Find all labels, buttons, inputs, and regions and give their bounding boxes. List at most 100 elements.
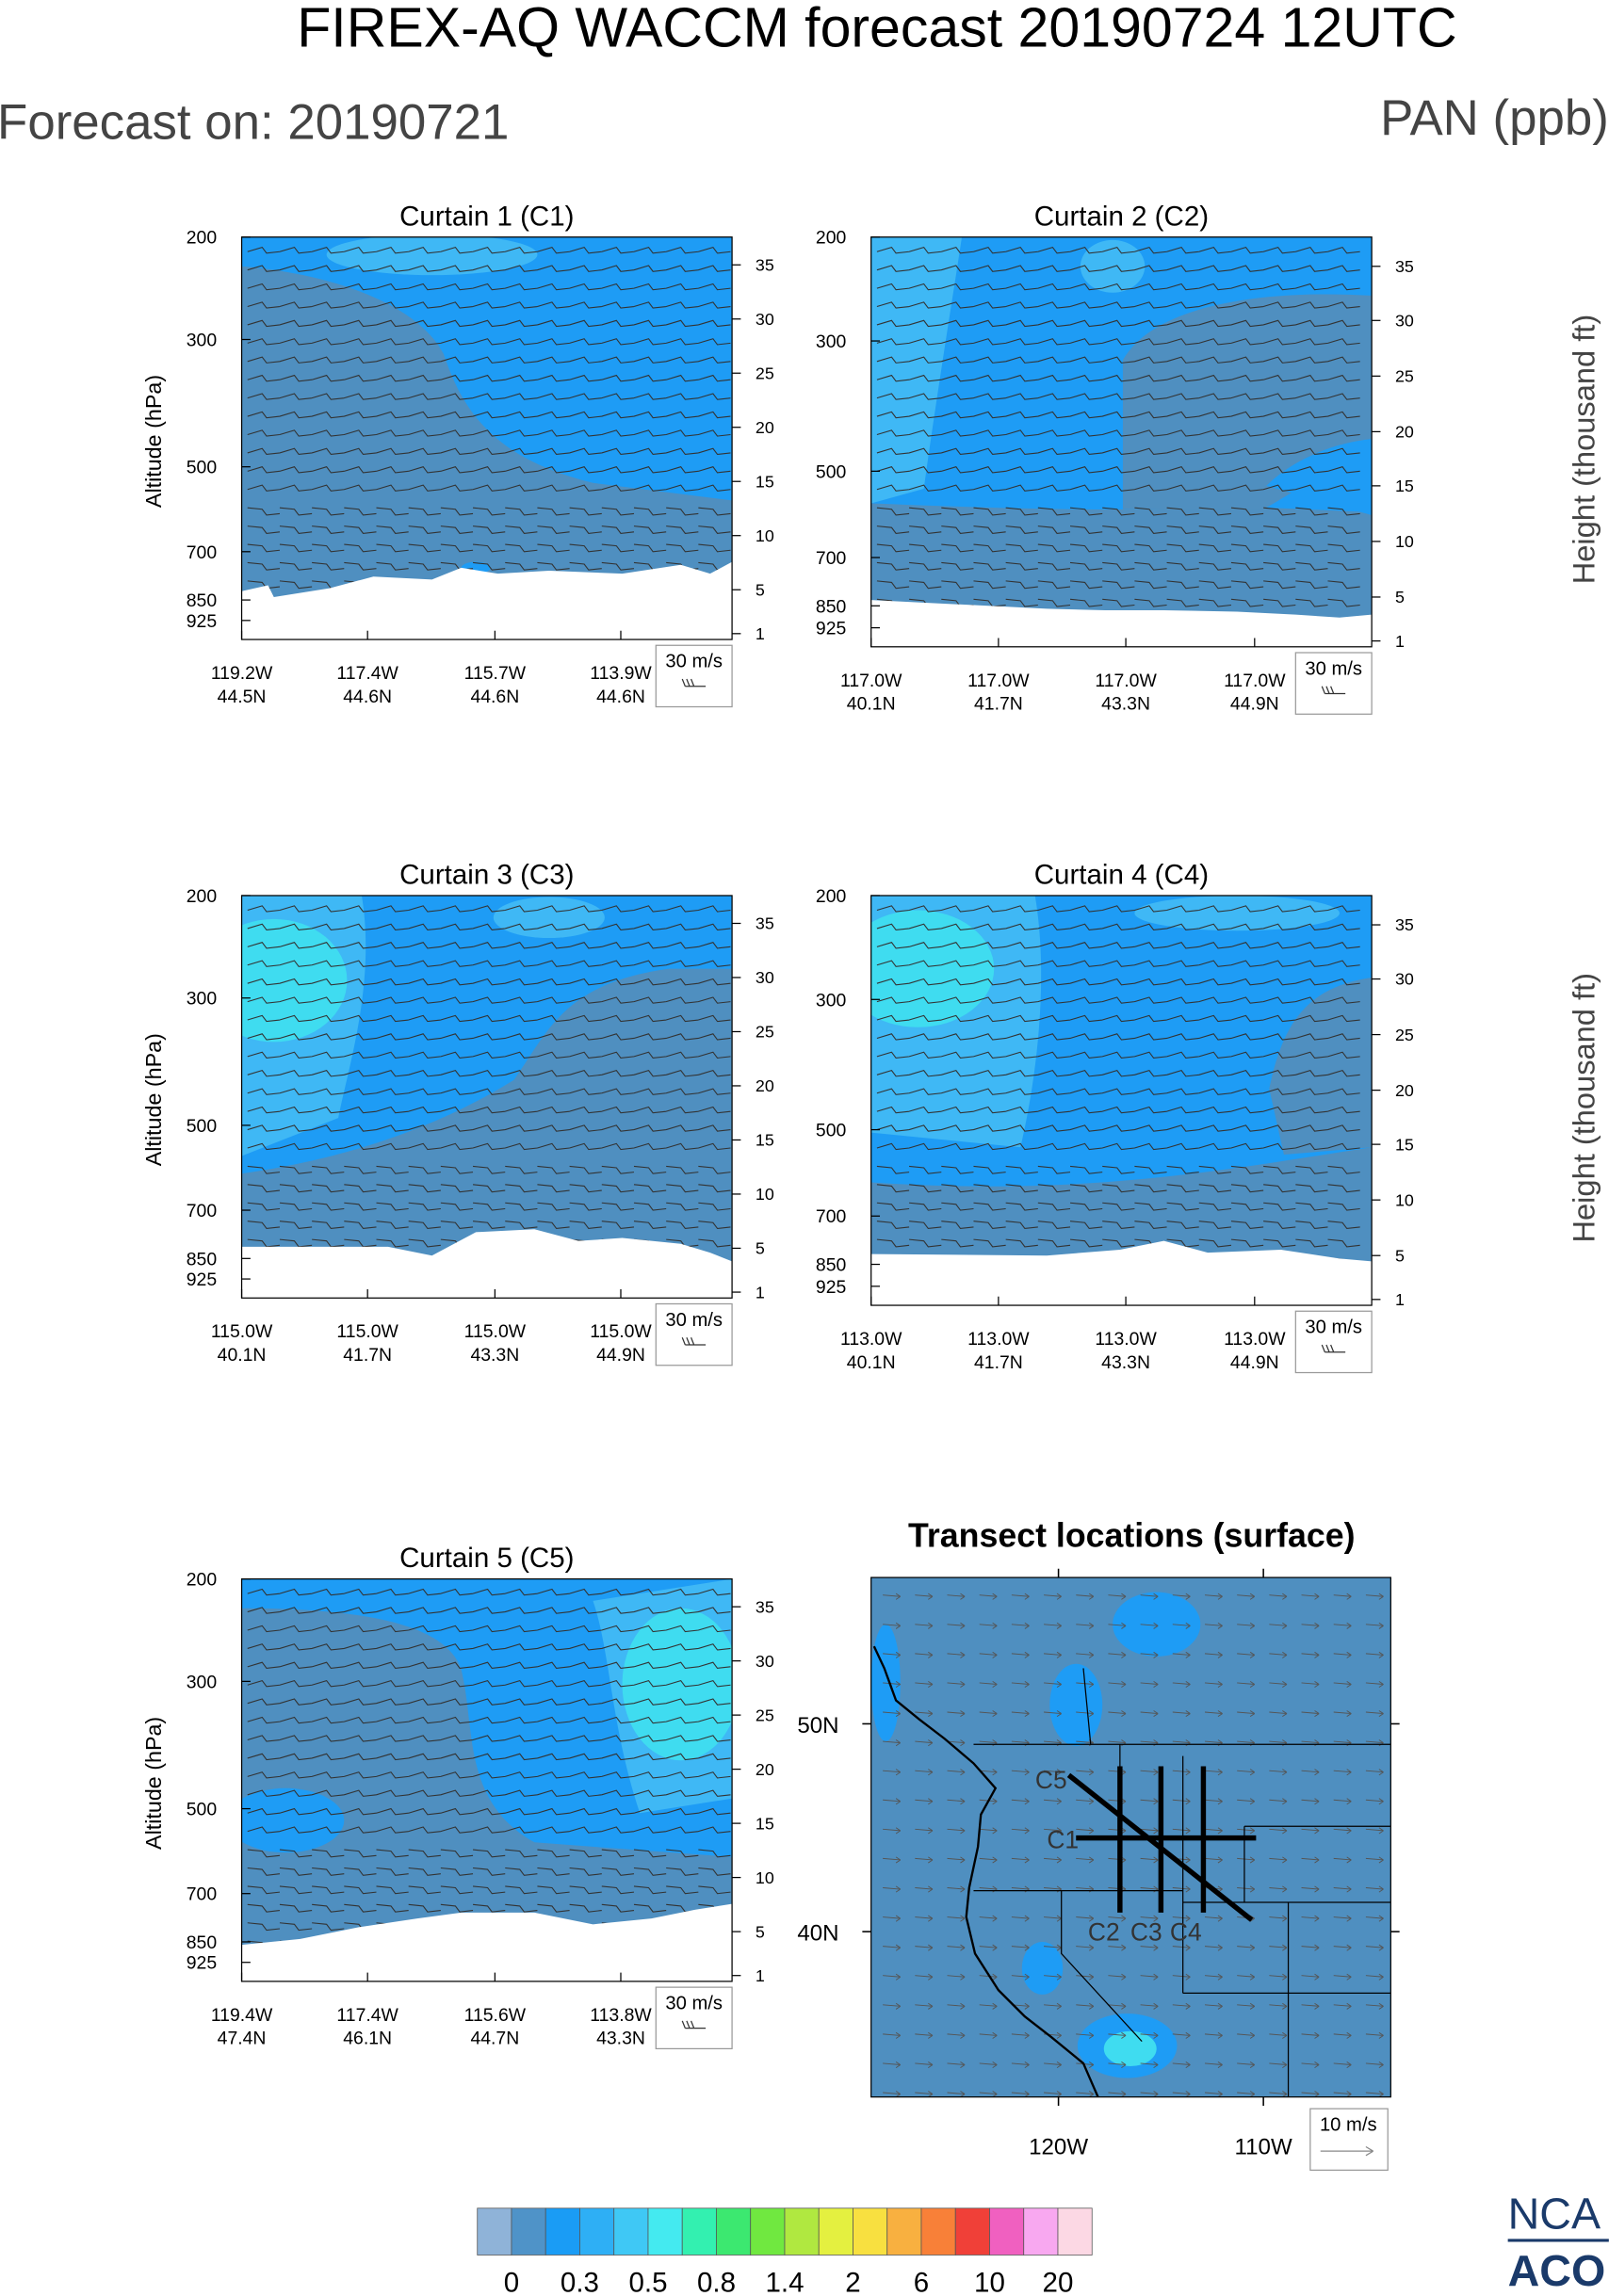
contour-region (1134, 895, 1340, 931)
wind-barb-row (876, 507, 1360, 516)
wind-barb-row (876, 543, 1360, 553)
wind-arrow-row (883, 2031, 1384, 2039)
plot-frame (870, 236, 1373, 648)
y2-tick-label: 30 (756, 968, 774, 987)
ref-vector-label: 10 m/s (1320, 2114, 1377, 2135)
y2-tick-label: 15 (756, 472, 774, 491)
wind-arrow-row (883, 1593, 1384, 1600)
x-tick-label: 43.3N (470, 1345, 519, 1366)
x-tick-label: 44.6N (343, 687, 392, 707)
contour-region (493, 897, 605, 939)
ref-vector-box (655, 1302, 733, 1366)
y-tick-label: 200 (816, 228, 847, 249)
wind-barb-row (247, 356, 731, 364)
wind-barb-row (876, 484, 1360, 492)
contour-region (1080, 239, 1146, 293)
wind-barb-row (247, 1789, 731, 1797)
wind-barb-row (876, 1202, 1360, 1211)
x-tick-label: 40.1N (218, 1345, 267, 1366)
wind-barb-row (247, 1771, 731, 1779)
plot-frame (240, 1577, 733, 1982)
wind-barb-row (247, 1607, 731, 1614)
wind-barb-row (876, 525, 1360, 534)
wind-barb-row (247, 1679, 731, 1688)
y-tick-label: 850 (187, 1932, 218, 1953)
y2-tick-label: 5 (1395, 588, 1405, 606)
wind-arrow-row (883, 1680, 1384, 1688)
panel-title: Curtain 2 (C2) (1034, 201, 1209, 232)
logo-text: ACO (1508, 2246, 1606, 2295)
x-tick-label: 44.6N (470, 687, 519, 707)
y-tick-label: 200 (187, 886, 218, 907)
y2-tick-label: 20 (756, 1760, 774, 1779)
contour-region (241, 1787, 345, 1853)
colorbar-box (750, 2207, 786, 2256)
y-tick-label: 500 (187, 458, 218, 478)
x-tick-label: 44.7N (470, 2029, 519, 2049)
y2-tick-label: 5 (756, 1922, 765, 1941)
ref-barb (681, 1336, 707, 1346)
wind-barb-row (247, 1588, 731, 1596)
wind-barb-row (247, 1033, 731, 1041)
y-tick-label: 200 (816, 886, 847, 907)
wind-arrow-row (883, 1827, 1384, 1835)
wind-barb-row (876, 319, 1360, 328)
x-tick-label: 44.6N (596, 687, 645, 707)
wind-barb-row (247, 1735, 731, 1742)
ref-vector-box (1294, 652, 1373, 715)
plot-area (241, 236, 733, 640)
plot-area (870, 236, 1373, 647)
colorbar-label: 10 (974, 2267, 1005, 2296)
x-tick-label: 43.3N (1101, 1352, 1150, 1373)
wind-barb-row (247, 1202, 731, 1211)
y-axis-label: Altitude (hPa) (141, 375, 166, 508)
wind-barb-row (876, 923, 1360, 931)
colorbar-label: 0.8 (697, 2267, 736, 2296)
y2-tick-label: 30 (756, 310, 774, 329)
wind-barb-row (247, 393, 731, 400)
y2-tick-label: 35 (756, 1597, 774, 1616)
y2-axis-label: Height (thousand ft) (1566, 315, 1601, 585)
x-tick-label: 43.3N (1101, 694, 1150, 715)
x-tick-label: 113.0W (1224, 1329, 1286, 1350)
panel-title: Curtain 3 (C3) (399, 860, 574, 891)
y2-tick-label: 5 (1395, 1246, 1405, 1265)
ref-vector-box (655, 1986, 733, 2050)
wind-barb-row (876, 411, 1360, 419)
x-tick-label: 115.0W (590, 1321, 652, 1342)
colorbar-box (647, 2207, 683, 2256)
y-tick-label: 700 (187, 1201, 218, 1221)
y-tick-label: 850 (816, 596, 847, 617)
colorbar-label: 1.4 (765, 2267, 804, 2296)
x-tick-label: 115.6W (464, 2005, 527, 2026)
wind-barb-row (247, 942, 731, 949)
wind-barb-row (247, 1753, 731, 1761)
y-tick-label: 925 (187, 1953, 217, 1974)
lon-label: 110W (1235, 2134, 1292, 2159)
wind-barb-row (876, 1051, 1360, 1059)
colorbar-box (511, 2207, 546, 2256)
wind-barb-row (876, 246, 1360, 254)
wind-barb-row (876, 1221, 1360, 1230)
wind-barb-row (247, 1106, 731, 1114)
wind-barb-row (247, 1661, 731, 1669)
y2-tick-label: 1 (756, 1966, 765, 1985)
y2-tick-label: 5 (756, 580, 765, 599)
wind-barb-row (247, 996, 731, 1004)
y-tick-label: 500 (816, 461, 847, 482)
colorbar-label: 0 (504, 2267, 519, 2296)
ref-vector-label: 30 m/s (1305, 658, 1362, 679)
y2-tick-label: 15 (756, 1814, 774, 1833)
x-tick-label: 44.9N (596, 1345, 645, 1366)
wind-arrow-row (883, 1856, 1384, 1864)
x-tick-label: 117.0W (967, 671, 1030, 691)
wind-barb-row (247, 1643, 731, 1651)
y-tick-label: 700 (187, 1884, 218, 1905)
y2-tick-label: 15 (756, 1131, 774, 1150)
y-axis-label: Altitude (hPa) (141, 1717, 166, 1850)
colorbar-label: 0.5 (628, 2267, 667, 2296)
plot-frame (240, 236, 733, 640)
contour-region (241, 1608, 733, 1981)
